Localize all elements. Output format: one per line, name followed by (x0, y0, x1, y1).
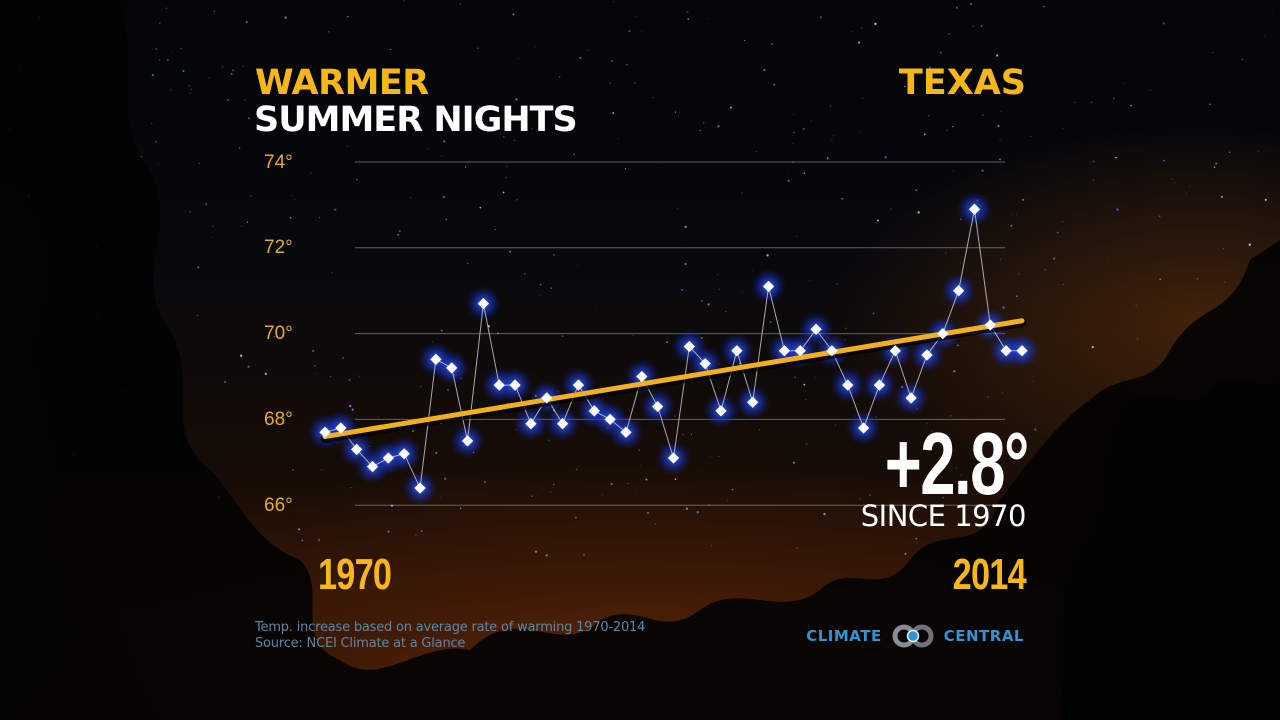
data-point (382, 452, 395, 464)
data-point (430, 353, 442, 365)
data-point (335, 422, 347, 434)
since-label: SINCE 1970 (860, 499, 1027, 533)
data-point (398, 448, 410, 460)
data-points (319, 203, 1028, 494)
y-tick-74: 74° (264, 152, 293, 173)
data-point (461, 435, 474, 447)
data-point (1016, 345, 1028, 357)
data-point (319, 426, 331, 438)
data-point (731, 345, 743, 357)
data-point (747, 396, 759, 408)
end-year-label: 2014 (952, 550, 1027, 599)
title-line-1: WARMER (255, 63, 429, 103)
source-note: Source: NCEI Climate at a Glance (255, 636, 466, 651)
data-point (810, 323, 822, 335)
data-point (366, 460, 379, 473)
data-point (873, 379, 886, 391)
y-tick-70: 70° (264, 323, 293, 344)
title-line-2: SUMMER NIGHTS (254, 100, 578, 140)
logo-text-right: CENTRAL (943, 627, 1024, 645)
rings-logo-icon (892, 624, 934, 648)
data-point (541, 392, 553, 404)
data-point (667, 452, 680, 464)
data-point (525, 418, 537, 430)
data-point (937, 327, 949, 340)
trend-line (322, 318, 1025, 440)
data-point (968, 203, 981, 215)
data-point (794, 345, 806, 357)
y-tick-66: 66° (264, 495, 293, 516)
data-point (414, 482, 426, 494)
data-point (889, 345, 901, 357)
data-point (620, 426, 632, 438)
methodology-note: Temp. increase based on average rate of … (255, 620, 646, 635)
y-tick-72: 72° (264, 237, 293, 258)
data-point (842, 379, 854, 391)
data-point (572, 379, 585, 391)
data-point (636, 370, 648, 383)
data-point (905, 392, 917, 404)
data-point (984, 319, 996, 331)
start-year-label: 1970 (318, 550, 392, 599)
data-point (652, 400, 664, 413)
data-point (952, 285, 965, 297)
logo-text-left: CLIMATE (806, 627, 882, 645)
data-point (446, 362, 458, 374)
data-point (826, 345, 838, 357)
data-point (588, 405, 600, 417)
data-point (857, 422, 870, 434)
data-point (493, 379, 505, 391)
data-point (683, 340, 695, 353)
temperature-change-callout: +2.8° (884, 414, 1030, 513)
data-point (1000, 345, 1012, 357)
data-point (556, 418, 569, 430)
data-point (921, 349, 933, 361)
data-point (699, 357, 711, 370)
data-point (762, 280, 775, 293)
data-point (477, 297, 490, 310)
climate-central-logo[interactable]: CLIMATE CENTRAL (806, 624, 1024, 648)
data-point (351, 443, 363, 456)
data-point (604, 413, 616, 426)
data-point (715, 405, 727, 417)
y-tick-68: 68° (264, 409, 293, 430)
data-point (778, 345, 791, 357)
region-label: TEXAS (898, 63, 1026, 103)
